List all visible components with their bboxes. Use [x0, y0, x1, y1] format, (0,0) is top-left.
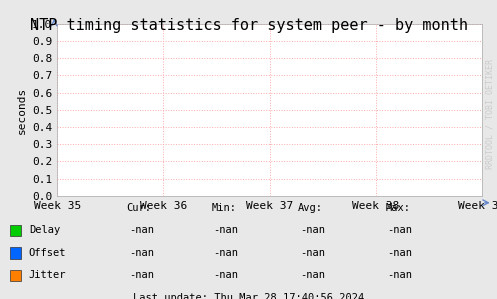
Text: Avg:: Avg: [298, 203, 323, 213]
Text: NTP timing statistics for system peer - by month: NTP timing statistics for system peer - … [29, 18, 468, 33]
Text: -nan: -nan [214, 270, 239, 280]
Text: RRDTOOL / TOBI OETIKER: RRDTOOL / TOBI OETIKER [486, 59, 495, 169]
Text: -nan: -nan [388, 270, 413, 280]
Text: Max:: Max: [385, 203, 410, 213]
Text: -nan: -nan [129, 225, 154, 235]
Text: -nan: -nan [388, 248, 413, 258]
Text: -nan: -nan [301, 270, 326, 280]
Text: Cur:: Cur: [127, 203, 152, 213]
Text: Min:: Min: [211, 203, 236, 213]
Text: Jitter: Jitter [29, 270, 66, 280]
Text: -nan: -nan [214, 225, 239, 235]
Y-axis label: seconds: seconds [16, 86, 26, 134]
Text: -nan: -nan [129, 270, 154, 280]
Text: -nan: -nan [129, 248, 154, 258]
Text: Offset: Offset [29, 248, 66, 258]
Text: -nan: -nan [301, 248, 326, 258]
Text: Last update: Thu Mar 28 17:40:56 2024: Last update: Thu Mar 28 17:40:56 2024 [133, 292, 364, 299]
Text: -nan: -nan [214, 248, 239, 258]
Text: -nan: -nan [301, 225, 326, 235]
Text: Delay: Delay [29, 225, 60, 235]
Text: -nan: -nan [388, 225, 413, 235]
